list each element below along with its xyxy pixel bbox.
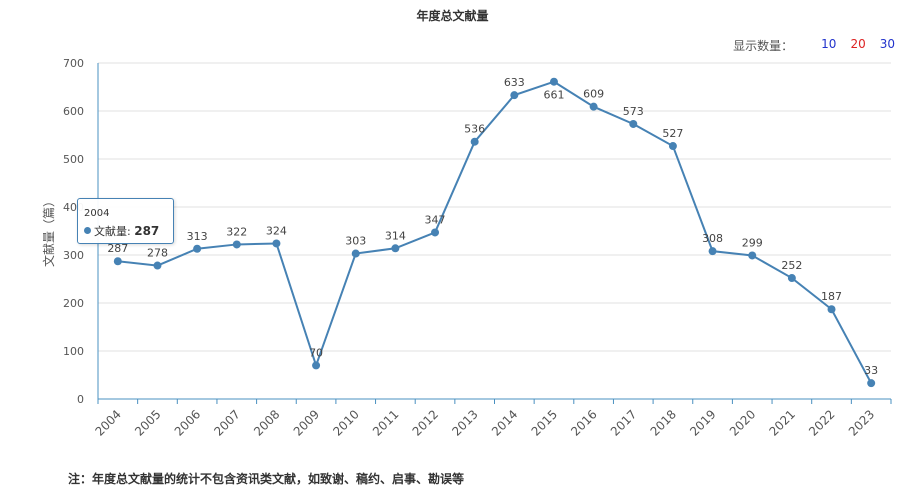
data-point [351, 249, 360, 258]
x-tick-label: 2015 [529, 407, 560, 438]
x-tick-label: 2018 [648, 407, 679, 438]
data-label: 278 [147, 247, 168, 260]
display-count-control: 显示数量： 10 20 30 [733, 37, 895, 54]
data-label: 609 [583, 88, 604, 101]
data-point [510, 91, 519, 100]
tooltip-series-dot [84, 227, 91, 234]
data-label: 33 [864, 364, 878, 377]
data-point [391, 244, 400, 253]
data-label: 299 [742, 236, 763, 249]
data-label: 573 [623, 105, 644, 118]
data-label: 324 [266, 224, 287, 237]
data-label: 347 [425, 213, 446, 226]
tooltip-row: 文献量: 287 [84, 223, 159, 239]
footnote: 注：年度总文献量的统计不包含资讯类文献，如致谢、稿约、启事、勘误等 [68, 472, 465, 486]
data-label: 322 [226, 225, 247, 238]
data-label: 527 [662, 127, 683, 140]
y-tick-label: 500 [63, 153, 84, 166]
data-tooltip: 2004 文献量: 287 [77, 198, 174, 244]
x-tick-label: 2011 [370, 407, 401, 438]
data-point [312, 361, 321, 370]
data-point [827, 305, 836, 314]
data-point [589, 102, 598, 111]
x-tick-label: 2019 [687, 407, 718, 438]
count-option-20[interactable]: 20 [850, 37, 866, 51]
x-tick-label: 2012 [410, 407, 441, 438]
data-point [748, 251, 757, 260]
series-line [117, 80, 873, 384]
data-label: 287 [107, 242, 128, 255]
data-label: 187 [821, 290, 842, 303]
data-label: 313 [187, 230, 208, 243]
data-point [708, 247, 717, 256]
data-label: 308 [702, 232, 723, 245]
x-tick-label: 2022 [806, 407, 837, 438]
data-point [668, 142, 677, 151]
data-label: 70 [309, 346, 323, 359]
x-tick-label: 2007 [211, 407, 242, 438]
data-point [431, 228, 440, 237]
data-point [232, 240, 241, 249]
data-label: 252 [781, 259, 802, 272]
tooltip-series-label: 文献量: [94, 225, 131, 238]
data-point [193, 244, 202, 253]
data-point [470, 137, 479, 146]
x-tick-label: 2004 [92, 407, 123, 438]
y-tick-label: 0 [77, 393, 84, 406]
x-tick-label: 2010 [330, 407, 361, 438]
data-point [153, 261, 162, 270]
x-tick-label: 2008 [251, 407, 282, 438]
data-label: 661 [543, 89, 564, 102]
y-tick-label: 700 [63, 57, 84, 70]
display-count-label: 显示数量： [733, 39, 794, 53]
y-axis-title: 文献量（篇） [41, 195, 56, 267]
data-label: 303 [345, 235, 366, 248]
data-label: 536 [464, 123, 485, 136]
tooltip-value: 287 [134, 224, 160, 238]
data-label: 633 [504, 76, 525, 89]
x-tick-label: 2009 [291, 407, 322, 438]
x-tick-label: 2013 [449, 407, 480, 438]
x-tick-label: 2016 [568, 407, 599, 438]
data-point [629, 119, 638, 128]
data-point [272, 239, 281, 248]
y-tick-label: 100 [63, 345, 84, 358]
x-tick-label: 2020 [727, 407, 758, 438]
x-tick-label: 2014 [489, 407, 520, 438]
count-option-30[interactable]: 30 [879, 37, 895, 51]
x-tick-label: 2021 [766, 407, 797, 438]
data-point [549, 77, 558, 86]
data-point [113, 257, 122, 266]
data-point [867, 379, 876, 388]
count-option-10[interactable]: 10 [821, 37, 837, 51]
chart-title: 年度总文献量 [416, 9, 489, 23]
y-tick-label: 600 [63, 105, 84, 118]
x-tick-label: 2006 [172, 407, 203, 438]
y-tick-label: 200 [63, 297, 84, 310]
x-tick-label: 2017 [608, 407, 639, 438]
x-tick-label: 2005 [132, 407, 163, 438]
x-tick-label: 2023 [846, 407, 877, 438]
data-point [787, 274, 796, 283]
data-label: 314 [385, 229, 406, 242]
y-tick-label: 300 [63, 249, 84, 262]
tooltip-year: 2004 [84, 208, 110, 219]
